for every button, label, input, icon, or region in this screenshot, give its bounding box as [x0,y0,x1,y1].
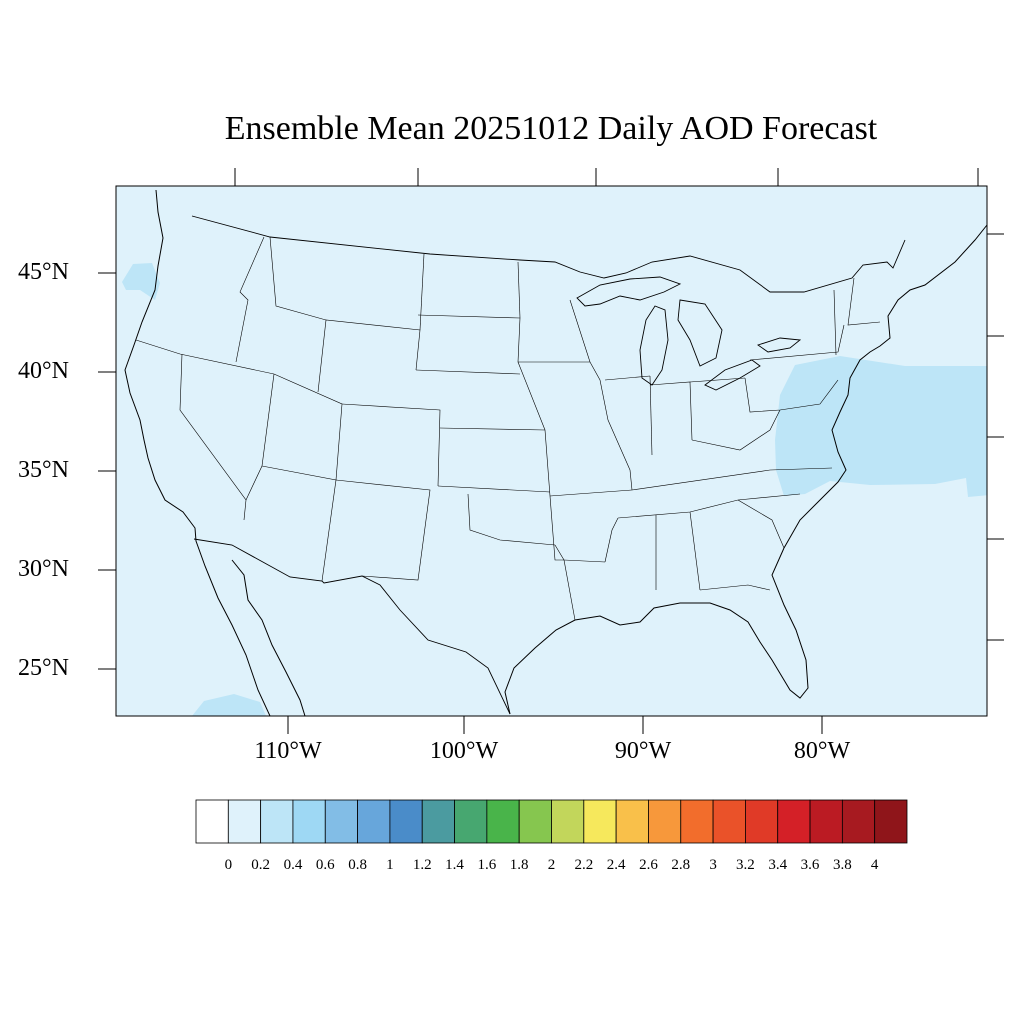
west-coast [124,189,271,716]
colorbar-swatch [518,799,552,844]
colorbar-swatch [227,799,262,844]
colorbar-tick-label: 0.8 [348,857,367,873]
lat-label-30n: 30°N [18,556,69,582]
colorbar-tick-label: 0.4 [283,857,303,873]
colorbar-tick-label: 2 [547,857,556,873]
map-frame [115,185,988,717]
lon-label-80w: 80°W [793,738,851,764]
aod-plume-mexico [192,694,266,716]
state-borders [135,236,881,621]
colorbar-swatch [874,799,908,844]
lon-label-110w: 110°W [254,738,322,764]
colorbar-swatch [357,799,391,844]
lat-label-35n: 35°N [18,457,69,483]
lat-label-45n: 45°N [18,259,69,285]
colorbar-tick-label: 4 [870,857,879,873]
colorbar-tick-label: 1.4 [445,857,464,873]
colorbar-tick-label: 0 [224,857,233,873]
colorbar-swatch [324,799,358,844]
lake-superior [576,276,682,307]
colorbar-tick-label: 0.2 [251,857,270,873]
colorbar-tick-label: 2.6 [639,857,658,873]
lon-label-90w: 90°W [614,738,672,764]
colorbar-tick-label: 3.4 [768,857,788,873]
colorbar-tick-label: 2.8 [671,857,691,873]
colorbar-tick-label: 1.8 [509,857,529,873]
colorbar-swatch [551,799,585,844]
map-title: Ensemble Mean 20251012 Daily AOD Forecas… [224,110,878,147]
axis-ticks [98,168,1004,734]
lake-huron [677,299,723,367]
colorbar-swatch [195,799,229,844]
map-borders [124,189,987,716]
colorbar [195,799,908,844]
colorbar-swatch [745,799,779,844]
colorbar-swatch [486,799,520,844]
colorbar-tick-label: 3.2 [736,857,755,873]
mexico-border [193,538,511,715]
lon-label-100w: 100°W [429,738,499,764]
colorbar-tick-label: 3.6 [800,857,820,873]
colorbar-tick-label: 1.2 [412,857,432,873]
colorbar-swatch [809,799,843,844]
aod-plume-pacific [122,263,160,300]
colorbar-swatch [615,799,649,844]
aod-plume-atlantic [775,356,987,497]
colorbar-swatch [648,799,682,844]
baja-peninsula [231,559,306,716]
colorbar-swatch [292,799,326,844]
gulf-coast [504,547,809,715]
colorbar-swatch [583,799,617,844]
colorbar-tick-label: 2.2 [574,857,594,873]
colorbar-swatch [777,799,811,844]
lake-ontario [756,337,802,353]
colorbar-swatch [680,799,714,844]
east-coast [783,224,987,549]
colorbar-swatch [454,799,488,844]
colorbar-swatch [260,799,294,844]
lat-label-40n: 40°N [18,358,69,384]
colorbar-swatch [841,799,876,844]
lat-label-25n: 25°N [18,655,69,681]
colorbar-tick-label: 1.6 [477,857,497,873]
colorbar-tick-label: 1 [386,857,394,873]
colorbar-tick-label: 3 [709,857,717,873]
aod-enhanced-regions [122,263,987,716]
colorbar-tick-label: 2.4 [606,857,626,873]
lake-erie [704,359,761,391]
colorbar-tick-label: 3.8 [832,857,852,873]
colorbar-swatch [421,799,455,844]
colorbar-swatch [389,799,423,844]
canada-border [191,215,906,293]
colorbar-tick-label: 0.6 [315,857,335,873]
colorbar-swatch [712,799,746,844]
